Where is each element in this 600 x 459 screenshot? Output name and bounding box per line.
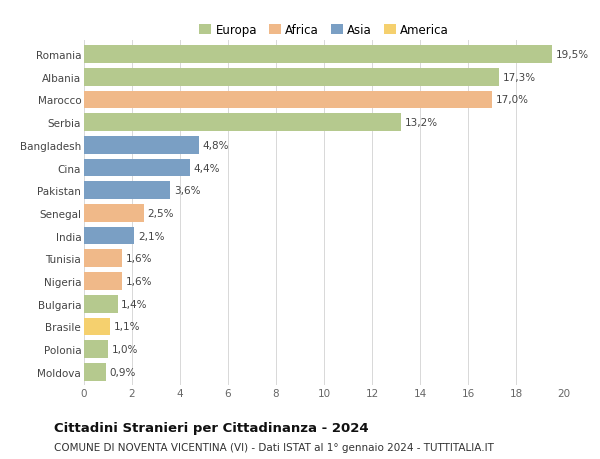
Text: 2,1%: 2,1% (138, 231, 164, 241)
Bar (84, 91, 492, 109)
Bar (84, 363, 106, 381)
Bar (84, 250, 122, 268)
Bar (84, 114, 401, 132)
Text: 0,9%: 0,9% (109, 367, 136, 377)
Text: 13,2%: 13,2% (404, 118, 437, 128)
Text: 1,4%: 1,4% (121, 299, 148, 309)
Legend: Europa, Africa, Asia, America: Europa, Africa, Asia, America (194, 20, 454, 42)
Text: 4,8%: 4,8% (203, 140, 229, 151)
Bar (84, 205, 144, 222)
Bar (84, 341, 108, 358)
Text: 19,5%: 19,5% (556, 50, 589, 60)
Text: 17,0%: 17,0% (496, 95, 529, 105)
Bar (84, 318, 110, 336)
Text: 1,6%: 1,6% (126, 254, 152, 264)
Text: 2,5%: 2,5% (148, 208, 174, 218)
Bar (84, 227, 134, 245)
Bar (84, 273, 122, 290)
Text: 1,0%: 1,0% (112, 344, 138, 354)
Text: 4,4%: 4,4% (193, 163, 220, 173)
Bar (84, 46, 552, 64)
Bar (84, 159, 190, 177)
Text: Cittadini Stranieri per Cittadinanza - 2024: Cittadini Stranieri per Cittadinanza - 2… (54, 421, 368, 434)
Text: 17,3%: 17,3% (503, 73, 536, 83)
Bar (84, 137, 199, 154)
Bar (84, 69, 499, 86)
Text: COMUNE DI NOVENTA VICENTINA (VI) - Dati ISTAT al 1° gennaio 2024 - TUTTITALIA.IT: COMUNE DI NOVENTA VICENTINA (VI) - Dati … (54, 442, 494, 452)
Text: 1,6%: 1,6% (126, 276, 152, 286)
Text: 3,6%: 3,6% (174, 186, 200, 196)
Bar (84, 182, 170, 200)
Bar (84, 295, 118, 313)
Text: 1,1%: 1,1% (114, 322, 140, 332)
